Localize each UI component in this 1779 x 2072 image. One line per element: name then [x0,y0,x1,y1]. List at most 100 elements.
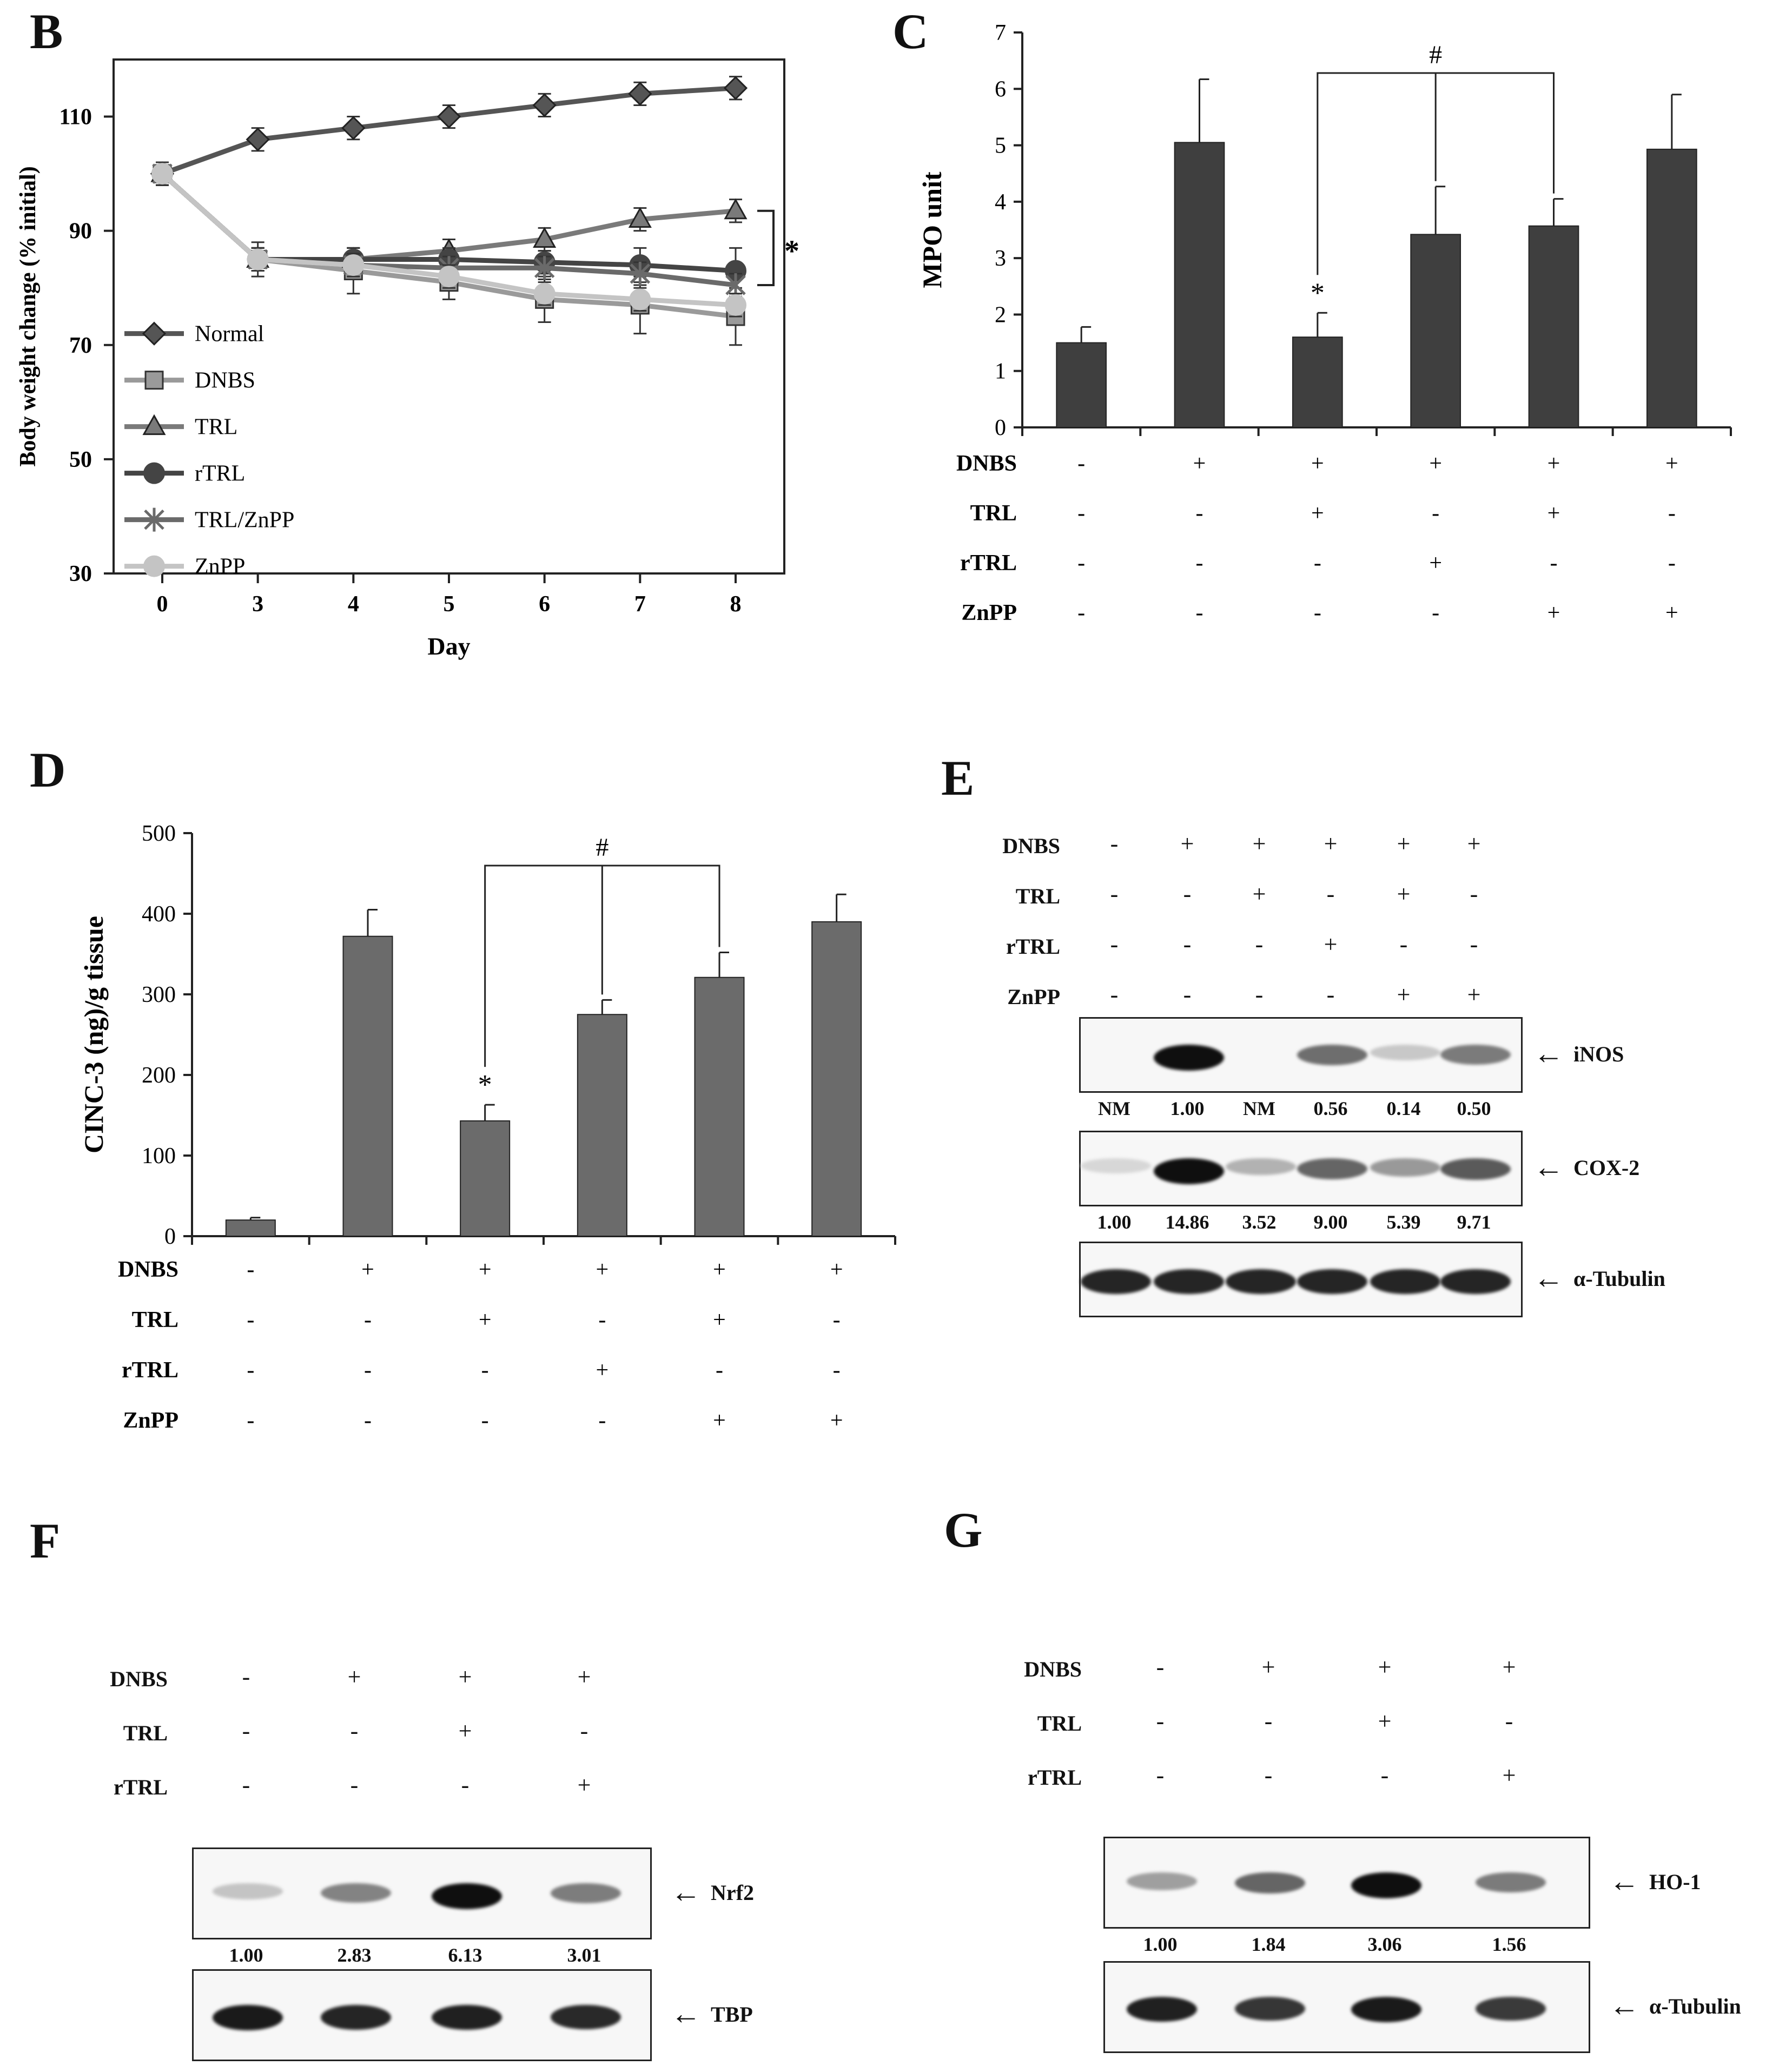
densitometry-value: 1.00 [1097,1211,1132,1233]
significance-bracket [1317,72,1555,275]
treatment-sign: + [830,1408,843,1433]
blot--tubulin [1103,1961,1590,2053]
protein-band [1297,1158,1367,1180]
protein-band [1370,1045,1440,1061]
y-axis-title: CINC-3 (ng)/g tissue [78,916,109,1153]
data-point [628,82,652,106]
treatment-sign: - [461,1772,469,1798]
treatment-sign: - [1183,981,1192,1008]
treatment-sign: - [242,1718,250,1744]
error-bar [1317,312,1327,338]
protein-band [1297,1269,1367,1294]
y-tick-label: 4 [995,190,1006,215]
panel-label-c: C [892,4,929,59]
data-point [247,248,269,270]
y-tick-label: 5 [995,134,1006,159]
x-tick-label: 5 [444,592,455,617]
treatment-sign: - [1470,881,1478,907]
treatment-sign: - [1196,601,1203,625]
treatment-sign: - [1264,1708,1273,1734]
bar [342,935,393,1237]
treatment-sign: + [577,1664,591,1690]
treatment-sign: + [713,1257,726,1282]
data-point [628,207,652,228]
densitometry-value: 2.83 [337,1944,372,1966]
treatment-row-rtrl: rTRL - - - + - - [122,1358,841,1383]
treatment-sign: + [1252,830,1266,857]
legend-marker [142,321,167,346]
treatment-sign: - [247,1408,254,1433]
legend-label: TRL/ZnPP [195,508,294,533]
y-tick-label: 6 [995,77,1006,102]
data-point [437,104,461,129]
treatment-row-rtrl: rTRL - - - + - - [960,551,1676,576]
densitometry-value: 5.39 [1386,1211,1421,1233]
bar [225,1219,276,1237]
treatment-sign: + [1180,830,1194,857]
treatment-label: TRL [970,501,1017,526]
treatment-sign: - [580,1718,588,1744]
panel-label-e: E [941,750,975,806]
y-tick-label: 0 [164,1224,176,1249]
legend-marker [144,371,164,390]
densitometry-value: 1.00 [1170,1098,1205,1119]
densitometry-value: NM [1243,1098,1275,1119]
data-point [438,266,460,288]
y-tick-label: 7 [995,22,1006,45]
densitometry-value: NM [1098,1098,1130,1119]
treatment-label: rTRL [122,1358,178,1383]
treatment-sign: - [1077,451,1085,476]
treatment-sign: - [1110,881,1119,907]
band-name: TBP [711,2002,753,2027]
treatment-sign: - [1156,1762,1165,1789]
band-label-ho-1: ← HO-1 [1609,1866,1701,1897]
data-point [723,76,748,100]
protein-band [1440,1158,1511,1180]
band-name: α-Tubulin [1649,1994,1741,2018]
treatment-sign: + [1429,451,1442,476]
error-bar [1199,78,1209,143]
band-label-inos: ← iNOS [1533,1039,1624,1069]
protein-band [1154,1269,1224,1294]
treatment-sign: + [1397,981,1411,1008]
significance-star: * [1311,278,1325,308]
error-bar [1434,186,1446,235]
band-name: iNOS [1573,1041,1624,1066]
treatment-sign: - [1314,601,1321,625]
treatment-sign: - [1550,551,1558,576]
treatment-row-trl: TRL - - + - + - [970,501,1676,526]
treatment-sign: - [1380,1762,1389,1789]
y-tick-label: 500 [142,821,176,846]
treatment-sign: - [364,1358,372,1383]
protein-band [1081,1269,1151,1294]
y-tick-label: 2 [995,302,1006,327]
treatment-sign: + [347,1664,361,1690]
y-axis-title: MPO unit [917,171,947,288]
treatment-label-rtrl: rTRL [1006,934,1060,959]
band-label-nrf2: ← Nrf2 [671,1877,754,1908]
treatment-sign: - [833,1358,841,1383]
treatment-label: ZnPP [123,1408,178,1433]
treatment-sign: - [1314,551,1321,576]
blot-panel-g: DNBS - + + + TRL - - + - rTRL - - - +1.00 1.84 3.06 1.56 ←… [984,1645,1752,2067]
data-point [341,116,366,140]
error-bar [367,909,378,936]
treatment-sign: + [479,1308,492,1332]
legend-marker [143,462,165,484]
legend-label: TRL [195,415,237,440]
protein-band [1297,1045,1367,1066]
protein-band [213,1883,283,1899]
treatment-sign: + [1467,981,1481,1008]
treatment-label-dnbs: DNBS [110,1667,168,1691]
treatment-sign: + [1261,1654,1275,1680]
treatment-sign: - [481,1358,489,1383]
treatment-sign: - [1326,881,1335,907]
densitometry-value: 0.14 [1386,1098,1421,1119]
treatment-label: ZnPP [961,601,1017,625]
densitometry-value: 1.56 [1492,1934,1526,1955]
treatment-sign: + [1324,931,1338,958]
protein-band [1226,1269,1296,1294]
band-label--tubulin: ← α-Tubulin [1533,1263,1665,1294]
treatment-sign: + [361,1257,374,1282]
